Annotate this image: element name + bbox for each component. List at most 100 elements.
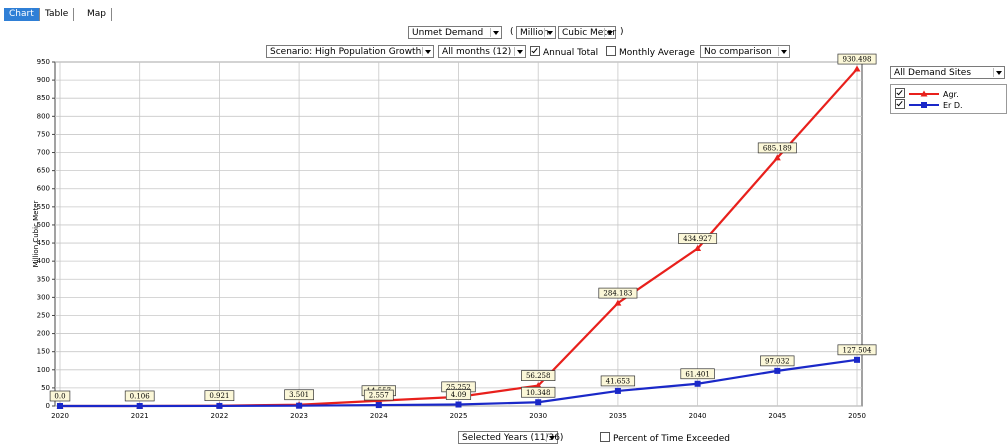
tab[interactable]: Table bbox=[40, 8, 75, 21]
point bbox=[694, 245, 702, 252]
x-tick-label: 2023 bbox=[290, 412, 308, 420]
legend-label: Agr. bbox=[943, 90, 959, 99]
y-tick-label: 50 bbox=[41, 384, 50, 392]
data-label: 434.927 bbox=[683, 235, 712, 243]
point bbox=[375, 402, 382, 409]
dropdown-text: All Demand Sites bbox=[894, 68, 972, 78]
point bbox=[614, 387, 621, 394]
data-label: 284.183 bbox=[603, 290, 632, 298]
legend-checkbox[interactable] bbox=[895, 88, 905, 98]
y-axis-label: Million Cubic Meter bbox=[32, 200, 40, 267]
y-tick-label: 0 bbox=[46, 402, 50, 410]
data-label-box bbox=[445, 389, 472, 400]
dropdown[interactable]: Cubic Meter bbox=[558, 26, 616, 39]
checkbox-label: Monthly Average bbox=[619, 48, 695, 58]
data-label: 0.0 bbox=[54, 393, 65, 401]
x-tick-label: 2030 bbox=[529, 412, 547, 420]
tab[interactable]: Map bbox=[82, 8, 112, 21]
dropdown-text: No comparison bbox=[704, 47, 772, 57]
x-tick-label: 2050 bbox=[848, 412, 866, 420]
legend-checkbox[interactable] bbox=[895, 99, 905, 109]
data-label: 685.189 bbox=[763, 144, 792, 152]
y-tick-label: 600 bbox=[37, 185, 50, 193]
y-tick-label: 450 bbox=[37, 239, 50, 247]
data-label-box bbox=[678, 233, 718, 244]
checkbox[interactable]: Percent of Time Exceeded bbox=[600, 432, 730, 444]
y-tick-label: 950 bbox=[37, 58, 50, 66]
checkbox-box[interactable] bbox=[600, 432, 610, 442]
data-label: 930.498 bbox=[843, 56, 872, 64]
checkbox[interactable]: Annual Total bbox=[530, 46, 598, 58]
data-label-box bbox=[124, 390, 155, 402]
y-tick-label: 800 bbox=[37, 112, 50, 120]
dropdown-text: Unmet Demand bbox=[412, 28, 484, 38]
point bbox=[296, 402, 303, 409]
dropdown-text: Selected Years (11/36) bbox=[462, 433, 564, 443]
data-label: 2.557 bbox=[369, 392, 389, 400]
dropdown[interactable]: Selected Years (11/36) bbox=[458, 431, 563, 444]
dropdown-text: Million bbox=[520, 28, 549, 38]
data-label: 41.653 bbox=[606, 377, 631, 385]
y-tick-label: 500 bbox=[37, 221, 50, 229]
checkbox-box[interactable] bbox=[606, 46, 616, 56]
x-tick-label: 2022 bbox=[210, 412, 228, 420]
data-label-box bbox=[598, 287, 638, 299]
point bbox=[773, 154, 781, 161]
x-tick-label: 2040 bbox=[689, 412, 707, 420]
dropdown[interactable]: Million bbox=[516, 26, 556, 39]
data-label: 61.401 bbox=[685, 370, 710, 378]
point bbox=[57, 403, 63, 409]
dropdown[interactable]: All months (12) bbox=[438, 45, 526, 58]
point bbox=[853, 65, 861, 72]
point bbox=[455, 401, 462, 408]
y-tick-label: 550 bbox=[37, 203, 50, 211]
point bbox=[535, 399, 542, 406]
y-tick-label: 300 bbox=[37, 293, 50, 301]
tab[interactable]: Chart bbox=[4, 8, 40, 21]
data-label: 3.501 bbox=[289, 391, 309, 399]
data-label-box bbox=[757, 142, 797, 154]
y-tick-label: 200 bbox=[37, 330, 50, 338]
data-label-box bbox=[204, 390, 235, 402]
dropdown[interactable]: No comparison bbox=[700, 45, 790, 58]
checkbox[interactable]: Monthly Average bbox=[606, 46, 695, 58]
data-label: 0.106 bbox=[130, 392, 151, 400]
y-tick-label: 150 bbox=[37, 348, 50, 356]
data-label-box bbox=[521, 386, 556, 398]
legend-entry[interactable]: Er D. bbox=[895, 99, 963, 110]
dropdown[interactable]: All Demand Sites bbox=[890, 66, 1005, 79]
y-tick-label: 350 bbox=[37, 275, 50, 283]
y-tick-label: 750 bbox=[37, 130, 50, 138]
checkbox-box[interactable] bbox=[530, 46, 540, 56]
point bbox=[534, 382, 542, 389]
legend-label: Er D. bbox=[943, 101, 963, 110]
x-tick-label: 2025 bbox=[450, 412, 468, 420]
x-tick-label: 2045 bbox=[768, 412, 786, 420]
data-label: 127.504 bbox=[843, 346, 872, 354]
legend-swatch bbox=[909, 90, 939, 97]
legend: Agr. Er D. bbox=[890, 84, 1007, 114]
y-tick-label: 400 bbox=[37, 257, 50, 265]
paren: ( bbox=[510, 27, 514, 37]
legend-swatch bbox=[909, 102, 939, 108]
dropdown[interactable]: Scenario: High Population Growth bbox=[266, 45, 434, 58]
data-label: 56.258 bbox=[526, 372, 551, 380]
legend-entry[interactable]: Agr. bbox=[895, 88, 959, 99]
data-label-box bbox=[600, 375, 636, 387]
data-label-box bbox=[363, 389, 394, 401]
data-label: 4.09 bbox=[451, 391, 467, 399]
y-tick-label: 900 bbox=[37, 76, 50, 84]
point bbox=[774, 367, 781, 374]
legend-marker bbox=[921, 102, 927, 108]
x-tick-label: 2021 bbox=[131, 412, 149, 420]
data-label-box bbox=[760, 355, 795, 367]
x-tick-label: 2024 bbox=[370, 412, 388, 420]
data-label-box bbox=[49, 390, 71, 402]
x-tick-label: 2035 bbox=[609, 412, 627, 420]
dropdown[interactable]: Unmet Demand bbox=[408, 26, 502, 39]
dropdown-text: All months (12) bbox=[442, 47, 512, 57]
data-label-box bbox=[680, 368, 715, 380]
paren: ) bbox=[620, 27, 624, 37]
